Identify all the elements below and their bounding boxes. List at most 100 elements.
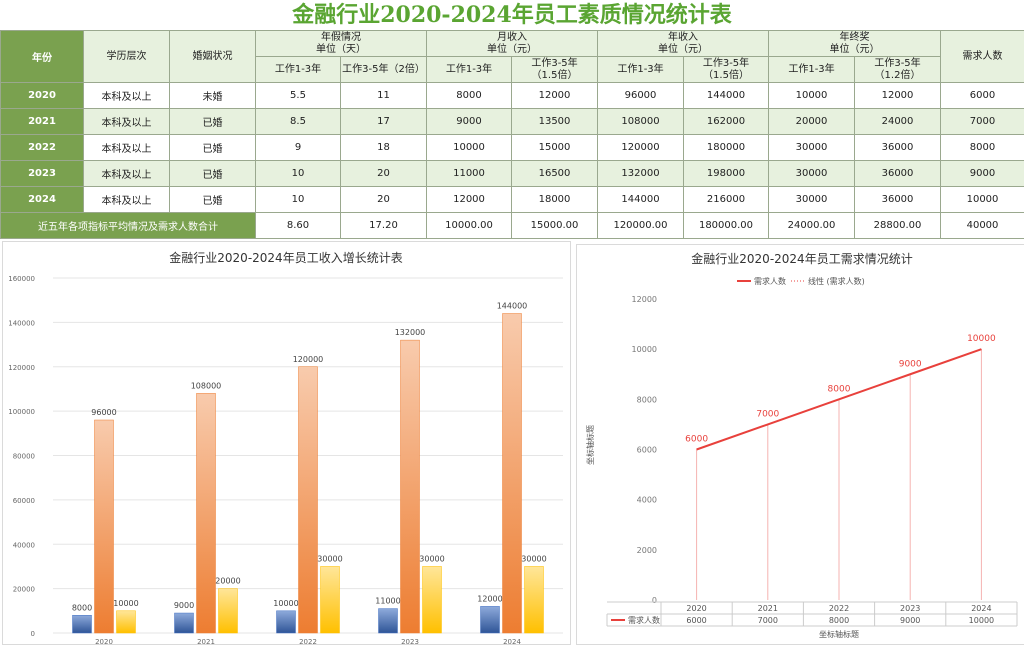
header-annual-1-3[interactable]: 工作1-3年 — [598, 57, 684, 83]
header-leave[interactable]: 年假情况单位（天） — [256, 31, 427, 57]
footer-a2[interactable]: 180000.00 — [684, 213, 769, 239]
bar-2024-s0 — [481, 606, 500, 633]
cell-leave1[interactable]: 10 — [256, 187, 341, 213]
cell-b1[interactable]: 30000 — [769, 135, 855, 161]
footer-label[interactable]: 近五年各项指标平均情况及需求人数合计 — [1, 213, 256, 239]
header-annual-3-5[interactable]: 工作3-5年（1.5倍） — [684, 57, 769, 83]
cell-m2[interactable]: 15000 — [512, 135, 598, 161]
cell-marital[interactable]: 已婚 — [170, 161, 256, 187]
cell-year[interactable]: 2022 — [1, 135, 84, 161]
header-monthly[interactable]: 月收入单位（元） — [427, 31, 598, 57]
cell-edu[interactable]: 本科及以上 — [84, 187, 170, 213]
cell-leave2[interactable]: 20 — [341, 161, 427, 187]
header-year[interactable]: 年份 — [1, 31, 84, 83]
demand-line-chart[interactable]: 金融行业2020-2024年员工需求情况统计 需求人数 线性 (需求人数) 坐标… — [577, 245, 1024, 644]
cell-b1[interactable]: 30000 — [769, 187, 855, 213]
cell-demand[interactable]: 10000 — [941, 187, 1024, 213]
cell-a2[interactable]: 198000 — [684, 161, 769, 187]
cell-edu[interactable]: 本科及以上 — [84, 135, 170, 161]
header-leave-title: 年假情况 — [256, 32, 426, 44]
cell-m1[interactable]: 8000 — [427, 83, 512, 109]
cell-a1[interactable]: 108000 — [598, 109, 684, 135]
cell-b2[interactable]: 36000 — [855, 135, 941, 161]
header-monthly-3-5[interactable]: 工作3-5年（1.5倍） — [512, 57, 598, 83]
footer-leave2[interactable]: 17.20 — [341, 213, 427, 239]
cell-edu[interactable]: 本科及以上 — [84, 83, 170, 109]
cell-leave2[interactable]: 18 — [341, 135, 427, 161]
cell-m2[interactable]: 16500 — [512, 161, 598, 187]
cell-edu[interactable]: 本科及以上 — [84, 161, 170, 187]
cell-leave1[interactable]: 10 — [256, 161, 341, 187]
cell-a2[interactable]: 216000 — [684, 187, 769, 213]
bar-chart-title: 金融行业2020-2024年员工收入增长统计表 — [169, 250, 402, 265]
header-monthly-1-3[interactable]: 工作1-3年 — [427, 57, 512, 83]
cell-m1[interactable]: 10000 — [427, 135, 512, 161]
cell-a2[interactable]: 180000 — [684, 135, 769, 161]
cell-year[interactable]: 2023 — [1, 161, 84, 187]
cell-b1[interactable]: 10000 — [769, 83, 855, 109]
cell-leave2[interactable]: 17 — [341, 109, 427, 135]
x-axis-title[interactable]: 坐标轴标题 — [819, 629, 859, 639]
cell-edu[interactable]: 本科及以上 — [84, 109, 170, 135]
cell-a2[interactable]: 144000 — [684, 83, 769, 109]
cell-demand[interactable]: 7000 — [941, 109, 1024, 135]
cell-marital[interactable]: 已婚 — [170, 187, 256, 213]
cell-marital[interactable]: 已婚 — [170, 135, 256, 161]
cell-a1[interactable]: 120000 — [598, 135, 684, 161]
header-demand[interactable]: 需求人数 — [941, 31, 1024, 83]
header-bonus-3-5[interactable]: 工作3-5年（1.2倍） — [855, 57, 941, 83]
income-bar-chart[interactable]: 金融行业2020-2024年员工收入增长统计表 0200004000060000… — [3, 242, 570, 644]
cell-b1[interactable]: 20000 — [769, 109, 855, 135]
cell-b2[interactable]: 24000 — [855, 109, 941, 135]
cell-leave1[interactable]: 9 — [256, 135, 341, 161]
cell-year[interactable]: 2020 — [1, 83, 84, 109]
cell-leave2[interactable]: 11 — [341, 83, 427, 109]
legend-label-demand[interactable]: 需求人数 — [754, 276, 786, 286]
cell-marital[interactable]: 未婚 — [170, 83, 256, 109]
footer-b2[interactable]: 28800.00 — [855, 213, 941, 239]
cell-m2[interactable]: 12000 — [512, 83, 598, 109]
cell-b1[interactable]: 30000 — [769, 161, 855, 187]
cell-a1[interactable]: 132000 — [598, 161, 684, 187]
header-leave-1-3[interactable]: 工作1-3年 — [256, 57, 341, 83]
cell-leave1[interactable]: 8.5 — [256, 109, 341, 135]
cell-leave2[interactable]: 20 — [341, 187, 427, 213]
point-data-label: 10000 — [967, 334, 996, 344]
header-annual-unit: 单位（元） — [598, 44, 768, 56]
cell-marital[interactable]: 已婚 — [170, 109, 256, 135]
cell-m1[interactable]: 9000 — [427, 109, 512, 135]
footer-m1[interactable]: 10000.00 — [427, 213, 512, 239]
header-marital[interactable]: 婚姻状况 — [170, 31, 256, 83]
cell-leave1[interactable]: 5.5 — [256, 83, 341, 109]
header-annual[interactable]: 年收入单位（元） — [598, 31, 769, 57]
footer-demand[interactable]: 40000 — [941, 213, 1024, 239]
cell-m1[interactable]: 11000 — [427, 161, 512, 187]
footer-m2[interactable]: 15000.00 — [512, 213, 598, 239]
cell-year[interactable]: 2021 — [1, 109, 84, 135]
cell-b2[interactable]: 12000 — [855, 83, 941, 109]
cell-b2[interactable]: 36000 — [855, 161, 941, 187]
cell-a1[interactable]: 144000 — [598, 187, 684, 213]
header-edu[interactable]: 学历层次 — [84, 31, 170, 83]
cell-year[interactable]: 2024 — [1, 187, 84, 213]
header-bonus-1-3[interactable]: 工作1-3年 — [769, 57, 855, 83]
legend-label-trend[interactable]: 线性 (需求人数) — [808, 276, 865, 286]
cell-a1[interactable]: 96000 — [598, 83, 684, 109]
header-bonus[interactable]: 年终奖单位（元） — [769, 31, 941, 57]
cell-b2[interactable]: 36000 — [855, 187, 941, 213]
demand-chart-panel[interactable]: 金融行业2020-2024年员工需求情况统计 需求人数 线性 (需求人数) 坐标… — [576, 244, 1024, 645]
y-axis-title[interactable]: 坐标轴标题 — [585, 425, 595, 465]
cell-m2[interactable]: 13500 — [512, 109, 598, 135]
cell-demand[interactable]: 9000 — [941, 161, 1024, 187]
cell-demand[interactable]: 8000 — [941, 135, 1024, 161]
cell-a2[interactable]: 162000 — [684, 109, 769, 135]
header-leave-3-5[interactable]: 工作3-5年（2倍） — [341, 57, 427, 83]
x-tick-label: 2024 — [971, 604, 991, 613]
cell-m1[interactable]: 12000 — [427, 187, 512, 213]
cell-demand[interactable]: 6000 — [941, 83, 1024, 109]
footer-b1[interactable]: 24000.00 — [769, 213, 855, 239]
footer-a1[interactable]: 120000.00 — [598, 213, 684, 239]
footer-leave1[interactable]: 8.60 — [256, 213, 341, 239]
cell-m2[interactable]: 18000 — [512, 187, 598, 213]
